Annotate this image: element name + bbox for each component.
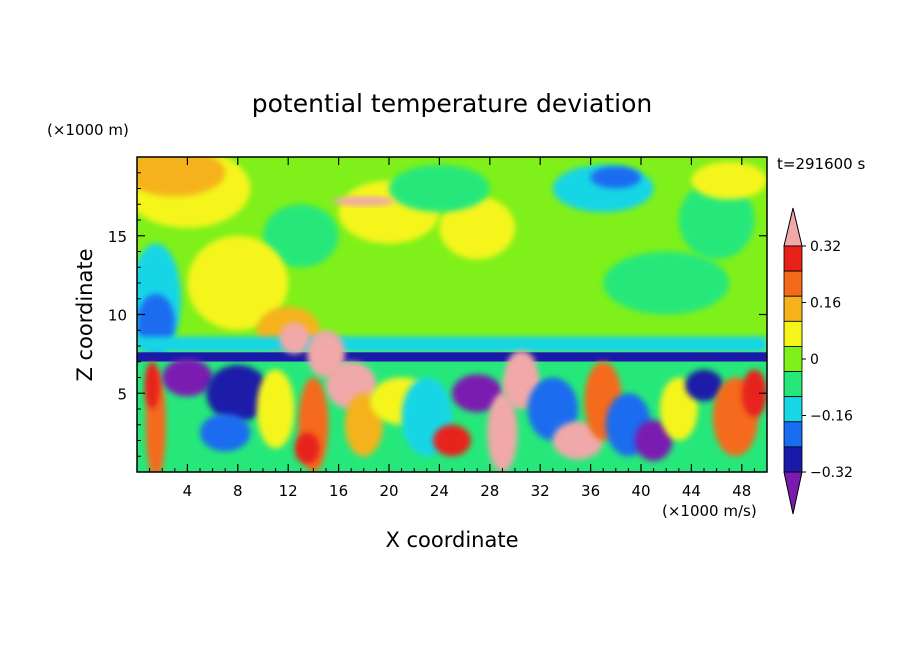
x-tick-label: 24 [430, 482, 449, 500]
field-blob [552, 421, 604, 460]
colorbar-tick-label: −0.32 [810, 465, 853, 481]
field-blob [506, 350, 537, 389]
field-blob [332, 196, 396, 206]
field-blob [389, 164, 490, 213]
x-axis-label: X coordinate [385, 528, 518, 552]
x-tick-label: 16 [329, 482, 348, 500]
field-blob [162, 358, 213, 397]
field-blob [206, 364, 270, 422]
x-tick-label: 4 [183, 482, 193, 500]
colorbar-tick-label: 0 [810, 352, 819, 368]
x-tick-label: 40 [631, 482, 650, 500]
x-tick-label: 8 [233, 482, 243, 500]
y-unit-label: (×1000 m) [47, 121, 129, 139]
colorbar: 0.32 0.16 0 −0.16 −0.32 [783, 207, 853, 515]
field-blob [590, 166, 641, 189]
field-blob [137, 157, 226, 197]
field-blob [307, 330, 345, 378]
x-tick-label: 20 [379, 482, 398, 500]
colorbar-upper-extend [783, 207, 803, 247]
field-blob [187, 235, 289, 331]
field-blob [452, 374, 503, 413]
colorbar-lower-extend [783, 471, 803, 515]
y-axis: 5 10 15 [108, 172, 767, 457]
y-tick-label: 5 [117, 385, 127, 403]
colorbar-tick-label: −0.16 [810, 409, 853, 425]
field-blob [603, 251, 730, 315]
field-blob [487, 393, 518, 472]
chart-title: potential temperature deviation [252, 89, 652, 118]
field-blob [433, 424, 471, 457]
heatmap-field [137, 157, 767, 472]
colorbar-tick-label: 0.16 [810, 296, 841, 312]
field-cell [137, 352, 767, 362]
colorbar-segment [783, 295, 803, 322]
field-blob [144, 361, 160, 409]
field-blob [678, 180, 755, 260]
y-tick-label: 15 [108, 228, 127, 246]
x-tick-label: 12 [279, 482, 298, 500]
x-tick-label: 44 [682, 482, 701, 500]
colorbar-segment [783, 396, 803, 423]
colorbar-segment [783, 346, 803, 372]
field-blob [741, 369, 767, 417]
colorbar-segment [783, 371, 803, 398]
field-blob [200, 413, 251, 452]
colorbar-tick-label: 0.32 [810, 239, 841, 255]
colorbar-segment [783, 446, 803, 473]
field-blob [279, 322, 310, 354]
field-blob [439, 196, 515, 260]
field-cell [137, 336, 767, 353]
y-tick-label: 10 [108, 307, 127, 325]
x-unit-label: (×1000 m/s) [662, 502, 757, 520]
field-blob [691, 161, 767, 200]
x-tick-label: 28 [480, 482, 499, 500]
field-blob [256, 369, 295, 449]
field-blob [294, 432, 320, 465]
colorbar-segment [783, 245, 803, 272]
x-tick-label: 36 [581, 482, 600, 500]
colorbar-segment [783, 320, 803, 347]
time-label: t=291600 s [777, 155, 865, 173]
y-axis-label: Z coordinate [73, 248, 97, 381]
x-axis: 4 8 12 16 20 24 28 32 36 40 44 48 [149, 157, 755, 500]
field-blob [685, 369, 723, 402]
x-tick-label: 48 [732, 482, 751, 500]
x-tick-label: 32 [531, 482, 550, 500]
colorbar-segment [783, 421, 803, 448]
field-blob [634, 420, 673, 461]
field-blob [263, 204, 339, 268]
colorbar-segment [783, 270, 803, 297]
